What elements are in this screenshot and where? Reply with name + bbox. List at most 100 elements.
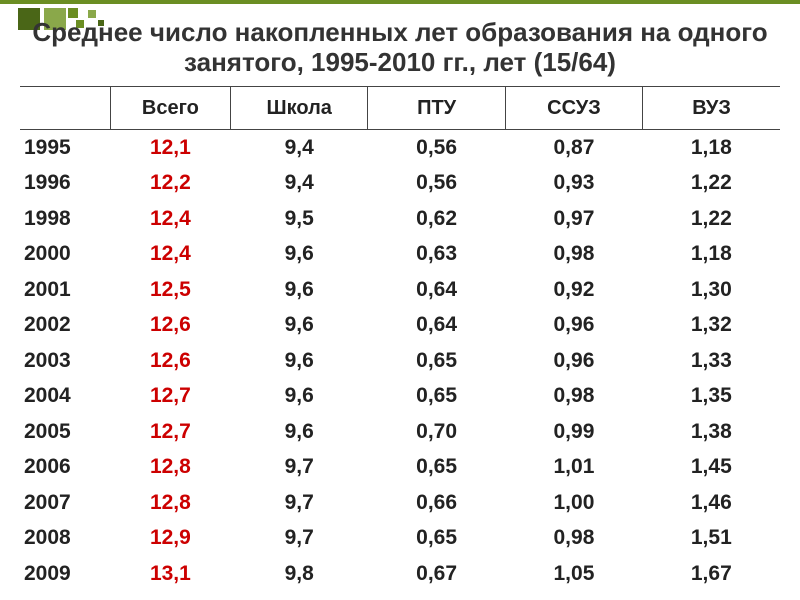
total-cell: 12,1	[110, 129, 230, 165]
value-cell: 9,4	[231, 165, 368, 201]
value-cell: 9,6	[231, 236, 368, 272]
value-cell: 9,7	[231, 591, 368, 600]
value-cell: 0,64	[368, 307, 505, 343]
value-cell: 0,87	[505, 129, 642, 165]
value-cell: 1,18	[643, 236, 780, 272]
value-cell: 1,67	[643, 556, 780, 592]
table-row: 200312,69,60,650,961,33	[20, 343, 780, 379]
value-cell: 0,56	[368, 165, 505, 201]
table-row: 200412,79,60,650,981,35	[20, 378, 780, 414]
value-cell: 9,6	[231, 414, 368, 450]
table-row: 200012,49,60,630,981,18	[20, 236, 780, 272]
value-cell: 1,45	[643, 449, 780, 485]
value-cell: 0,96	[505, 343, 642, 379]
value-cell: 1,01	[505, 449, 642, 485]
year-cell: 1998	[20, 201, 110, 237]
table-row: 200612,89,70,651,011,45	[20, 449, 780, 485]
value-cell: 0,56	[368, 129, 505, 165]
value-cell: 0,70	[368, 414, 505, 450]
value-cell: 9,6	[231, 378, 368, 414]
column-header: Школа	[231, 86, 368, 129]
table-row: 200913,19,80,671,051,67	[20, 556, 780, 592]
year-cell: 2002	[20, 307, 110, 343]
table-row: 199812,49,50,620,971,22	[20, 201, 780, 237]
education-years-table: ВсегоШколаПТУССУЗВУЗ 199512,19,40,560,87…	[20, 86, 780, 600]
value-cell: 0,98	[505, 520, 642, 556]
value-cell: 0,62	[368, 201, 505, 237]
value-cell: 0,97	[505, 201, 642, 237]
value-cell: 9,4	[231, 129, 368, 165]
value-cell: 0,65	[368, 378, 505, 414]
value-cell: 0,65	[368, 343, 505, 379]
value-cell: 0,93	[505, 165, 642, 201]
value-cell: 1,00	[505, 485, 642, 521]
table-row: 199512,19,40,560,871,18	[20, 129, 780, 165]
value-cell: 0,64	[368, 272, 505, 308]
value-cell: 9,5	[231, 201, 368, 237]
table-body: 199512,19,40,560,871,18199612,29,40,560,…	[20, 129, 780, 600]
value-cell: 1,32	[643, 307, 780, 343]
page-title: Среднее число накопленных лет образовани…	[0, 0, 800, 86]
total-cell: 12,9	[110, 520, 230, 556]
year-cell: 2009	[20, 556, 110, 592]
value-cell: 1,51	[643, 520, 780, 556]
year-cell: 2003	[20, 343, 110, 379]
table-row: 200212,69,60,640,961,32	[20, 307, 780, 343]
value-cell: 0,98	[505, 236, 642, 272]
table-row: 199612,29,40,560,931,22	[20, 165, 780, 201]
year-cell: 2008	[20, 520, 110, 556]
value-cell: 1,46	[643, 485, 780, 521]
total-cell: 13,3	[110, 591, 230, 600]
value-cell: 0,66	[368, 485, 505, 521]
value-cell: 1,05	[505, 556, 642, 592]
total-cell: 13,1	[110, 556, 230, 592]
value-cell: 9,7	[231, 520, 368, 556]
value-cell: 9,6	[231, 272, 368, 308]
year-cell: 2000	[20, 236, 110, 272]
value-cell: 9,7	[231, 485, 368, 521]
total-cell: 12,4	[110, 201, 230, 237]
table-row: 200512,79,60,700,991,38	[20, 414, 780, 450]
total-cell: 12,4	[110, 236, 230, 272]
total-cell: 12,6	[110, 307, 230, 343]
value-cell: 9,7	[231, 449, 368, 485]
value-cell: 0,96	[505, 307, 642, 343]
value-cell: 1,30	[643, 272, 780, 308]
value-cell: 1,22	[643, 201, 780, 237]
year-cell: 2006	[20, 449, 110, 485]
column-header: ВУЗ	[643, 86, 780, 129]
value-cell: 0,65	[368, 520, 505, 556]
year-cell: 2001	[20, 272, 110, 308]
value-cell: 1,22	[643, 165, 780, 201]
column-header	[20, 86, 110, 129]
value-cell: 9,6	[231, 307, 368, 343]
value-cell: 0,98	[505, 378, 642, 414]
value-cell: 0,92	[505, 272, 642, 308]
value-cell: 0,67	[368, 556, 505, 592]
value-cell: 9,6	[231, 343, 368, 379]
column-header: ССУЗ	[505, 86, 642, 129]
value-cell: 0,63	[368, 591, 505, 600]
total-cell: 12,5	[110, 272, 230, 308]
total-cell: 12,7	[110, 414, 230, 450]
table-row: 200812,99,70,650,981,51	[20, 520, 780, 556]
year-cell: 2004	[20, 378, 110, 414]
value-cell: 1,78	[643, 591, 780, 600]
year-cell: 1995	[20, 129, 110, 165]
table-row: 200112,59,60,640,921,30	[20, 272, 780, 308]
value-cell: 1,10	[505, 591, 642, 600]
value-cell: 0,63	[368, 236, 505, 272]
total-cell: 12,2	[110, 165, 230, 201]
year-cell: 2010	[20, 591, 110, 600]
column-header: Всего	[110, 86, 230, 129]
value-cell: 9,8	[231, 556, 368, 592]
year-cell: 1996	[20, 165, 110, 201]
total-cell: 12,7	[110, 378, 230, 414]
column-header: ПТУ	[368, 86, 505, 129]
value-cell: 1,33	[643, 343, 780, 379]
value-cell: 1,38	[643, 414, 780, 450]
year-cell: 2005	[20, 414, 110, 450]
value-cell: 0,99	[505, 414, 642, 450]
value-cell: 1,18	[643, 129, 780, 165]
slide: Среднее число накопленных лет образовани…	[0, 0, 800, 600]
